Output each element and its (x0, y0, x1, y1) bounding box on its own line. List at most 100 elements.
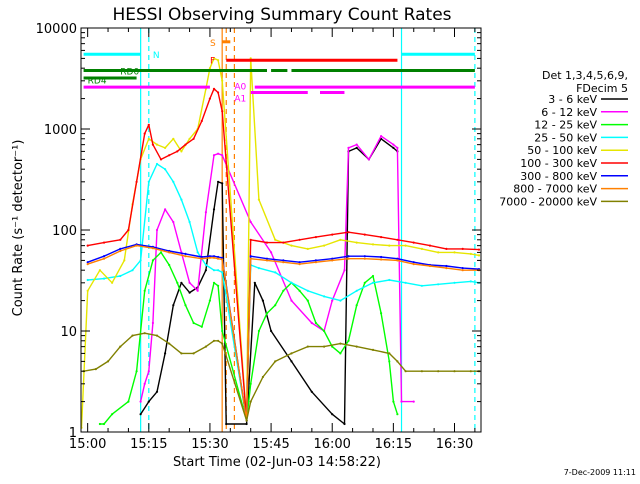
series-2-point-34 (380, 312, 383, 315)
series-7-point-10 (217, 257, 220, 260)
series-0-point-5 (180, 281, 183, 284)
series-5-point-2 (119, 238, 122, 241)
series-6-point-20 (363, 255, 366, 258)
series-0-point-17 (290, 360, 293, 363)
series-5-point-12 (192, 137, 195, 140)
series-5-point-0 (86, 244, 89, 247)
series-3-point-20 (290, 281, 293, 284)
series-7-point-11 (221, 258, 224, 261)
series-6-point-13 (249, 255, 252, 258)
series-4-point-22 (274, 238, 277, 241)
series-8-point-5 (143, 332, 146, 335)
series-5-point-25 (347, 231, 350, 234)
series-2-point-16 (221, 329, 224, 333)
series-1-point-6 (172, 220, 175, 224)
x-tick-label-5: 16:15 (375, 437, 412, 452)
series-7-point-23 (412, 263, 415, 266)
series-4-point-25 (323, 244, 326, 247)
series-3-point-18 (257, 267, 260, 270)
series-8-point-8 (180, 352, 183, 355)
series-2-point-3 (127, 400, 130, 403)
series-1-point-0 (139, 400, 142, 403)
series-5-point-4 (135, 180, 138, 183)
series-4-point-3 (111, 281, 114, 284)
series-7-point-26 (461, 269, 464, 272)
series-4-point-8 (155, 143, 159, 146)
series-7-point-24 (428, 264, 432, 268)
series-4-point-21 (257, 198, 260, 201)
series-7-point-0 (86, 263, 89, 266)
series-3-point-4 (139, 259, 142, 262)
series-4-point-2 (98, 269, 101, 272)
series-1-point-24 (380, 135, 383, 138)
series-line-7 (87, 244, 479, 422)
footer-timestamp: 7-Dec-2009 11:11 (564, 468, 636, 477)
series-6-point-19 (347, 255, 350, 258)
series-1-point-21 (347, 146, 350, 149)
series-6-point-14 (265, 257, 269, 260)
series-5-point-21 (282, 241, 285, 244)
series-0-point-1 (147, 400, 150, 403)
series-2-point-6 (151, 259, 154, 262)
series-5-point-33 (477, 248, 481, 251)
series-4-point-29 (388, 244, 391, 247)
series-1-point-23 (367, 158, 370, 161)
series-2-point-20 (265, 312, 269, 315)
y-tick-label-1: 10 (60, 325, 77, 340)
series-3-point-11 (196, 251, 199, 254)
series-3-point-25 (371, 281, 375, 284)
series-4-point-18 (221, 79, 224, 82)
series-4-point-10 (172, 137, 175, 140)
series-4-point-24 (306, 247, 309, 250)
series-2-point-27 (323, 329, 326, 333)
legend-title-line-1: FDecim 5 (576, 82, 628, 95)
series-7-point-9 (212, 256, 216, 259)
series-4-point-27 (355, 241, 358, 244)
series-8-point-29 (453, 370, 456, 373)
series-5-point-23 (314, 236, 317, 239)
series-3-point-6 (155, 162, 159, 166)
series-2-point-31 (355, 304, 358, 307)
x-tick-label-0: 15:00 (69, 437, 106, 452)
series-5-point-16 (217, 91, 220, 94)
series-8-point-12 (217, 339, 220, 342)
series-2-point-19 (257, 329, 260, 333)
series-3-point-15 (221, 271, 224, 274)
series-1-point-26 (396, 146, 399, 149)
annotation-label-2: RD4 (88, 76, 107, 86)
series-8-point-3 (119, 345, 122, 348)
series-7-point-3 (135, 244, 138, 247)
series-5-point-1 (102, 241, 106, 244)
series-7-point-5 (168, 251, 171, 254)
series-0-point-11 (221, 182, 224, 185)
series-5-point-20 (265, 241, 269, 244)
series-8-point-15 (249, 400, 252, 403)
legend-label-8: 7000 - 20000 keV (499, 195, 597, 208)
series-0-point-9 (212, 208, 216, 211)
series-6-point-23 (412, 261, 415, 264)
series-7-point-8 (208, 256, 211, 259)
series-1-point-4 (155, 228, 159, 232)
series-5-point-19 (249, 238, 252, 241)
series-8-point-25 (396, 360, 399, 363)
series-4-point-4 (123, 259, 126, 262)
plot-inner: N RD0 RD4 SF A0 A1 (81, 28, 481, 432)
series-8-point-26 (404, 370, 407, 373)
series-2-point-36 (392, 400, 395, 403)
series-7-point-2 (119, 249, 122, 253)
series-2-point-33 (371, 274, 375, 278)
series-3-point-10 (188, 220, 191, 224)
series-3-point-2 (119, 274, 122, 278)
series-1-point-1 (143, 382, 146, 385)
series-0-point-20 (343, 422, 346, 426)
series-0-point-13 (245, 422, 248, 426)
series-1-point-15 (270, 251, 273, 254)
series-7-point-20 (363, 257, 366, 260)
series-0-point-19 (331, 413, 334, 416)
series-2-point-2 (111, 413, 114, 416)
series-0-point-15 (261, 299, 264, 302)
x-tick-label-4: 16:00 (313, 437, 350, 452)
series-1-point-10 (204, 211, 207, 214)
series-8-point-7 (168, 342, 171, 345)
